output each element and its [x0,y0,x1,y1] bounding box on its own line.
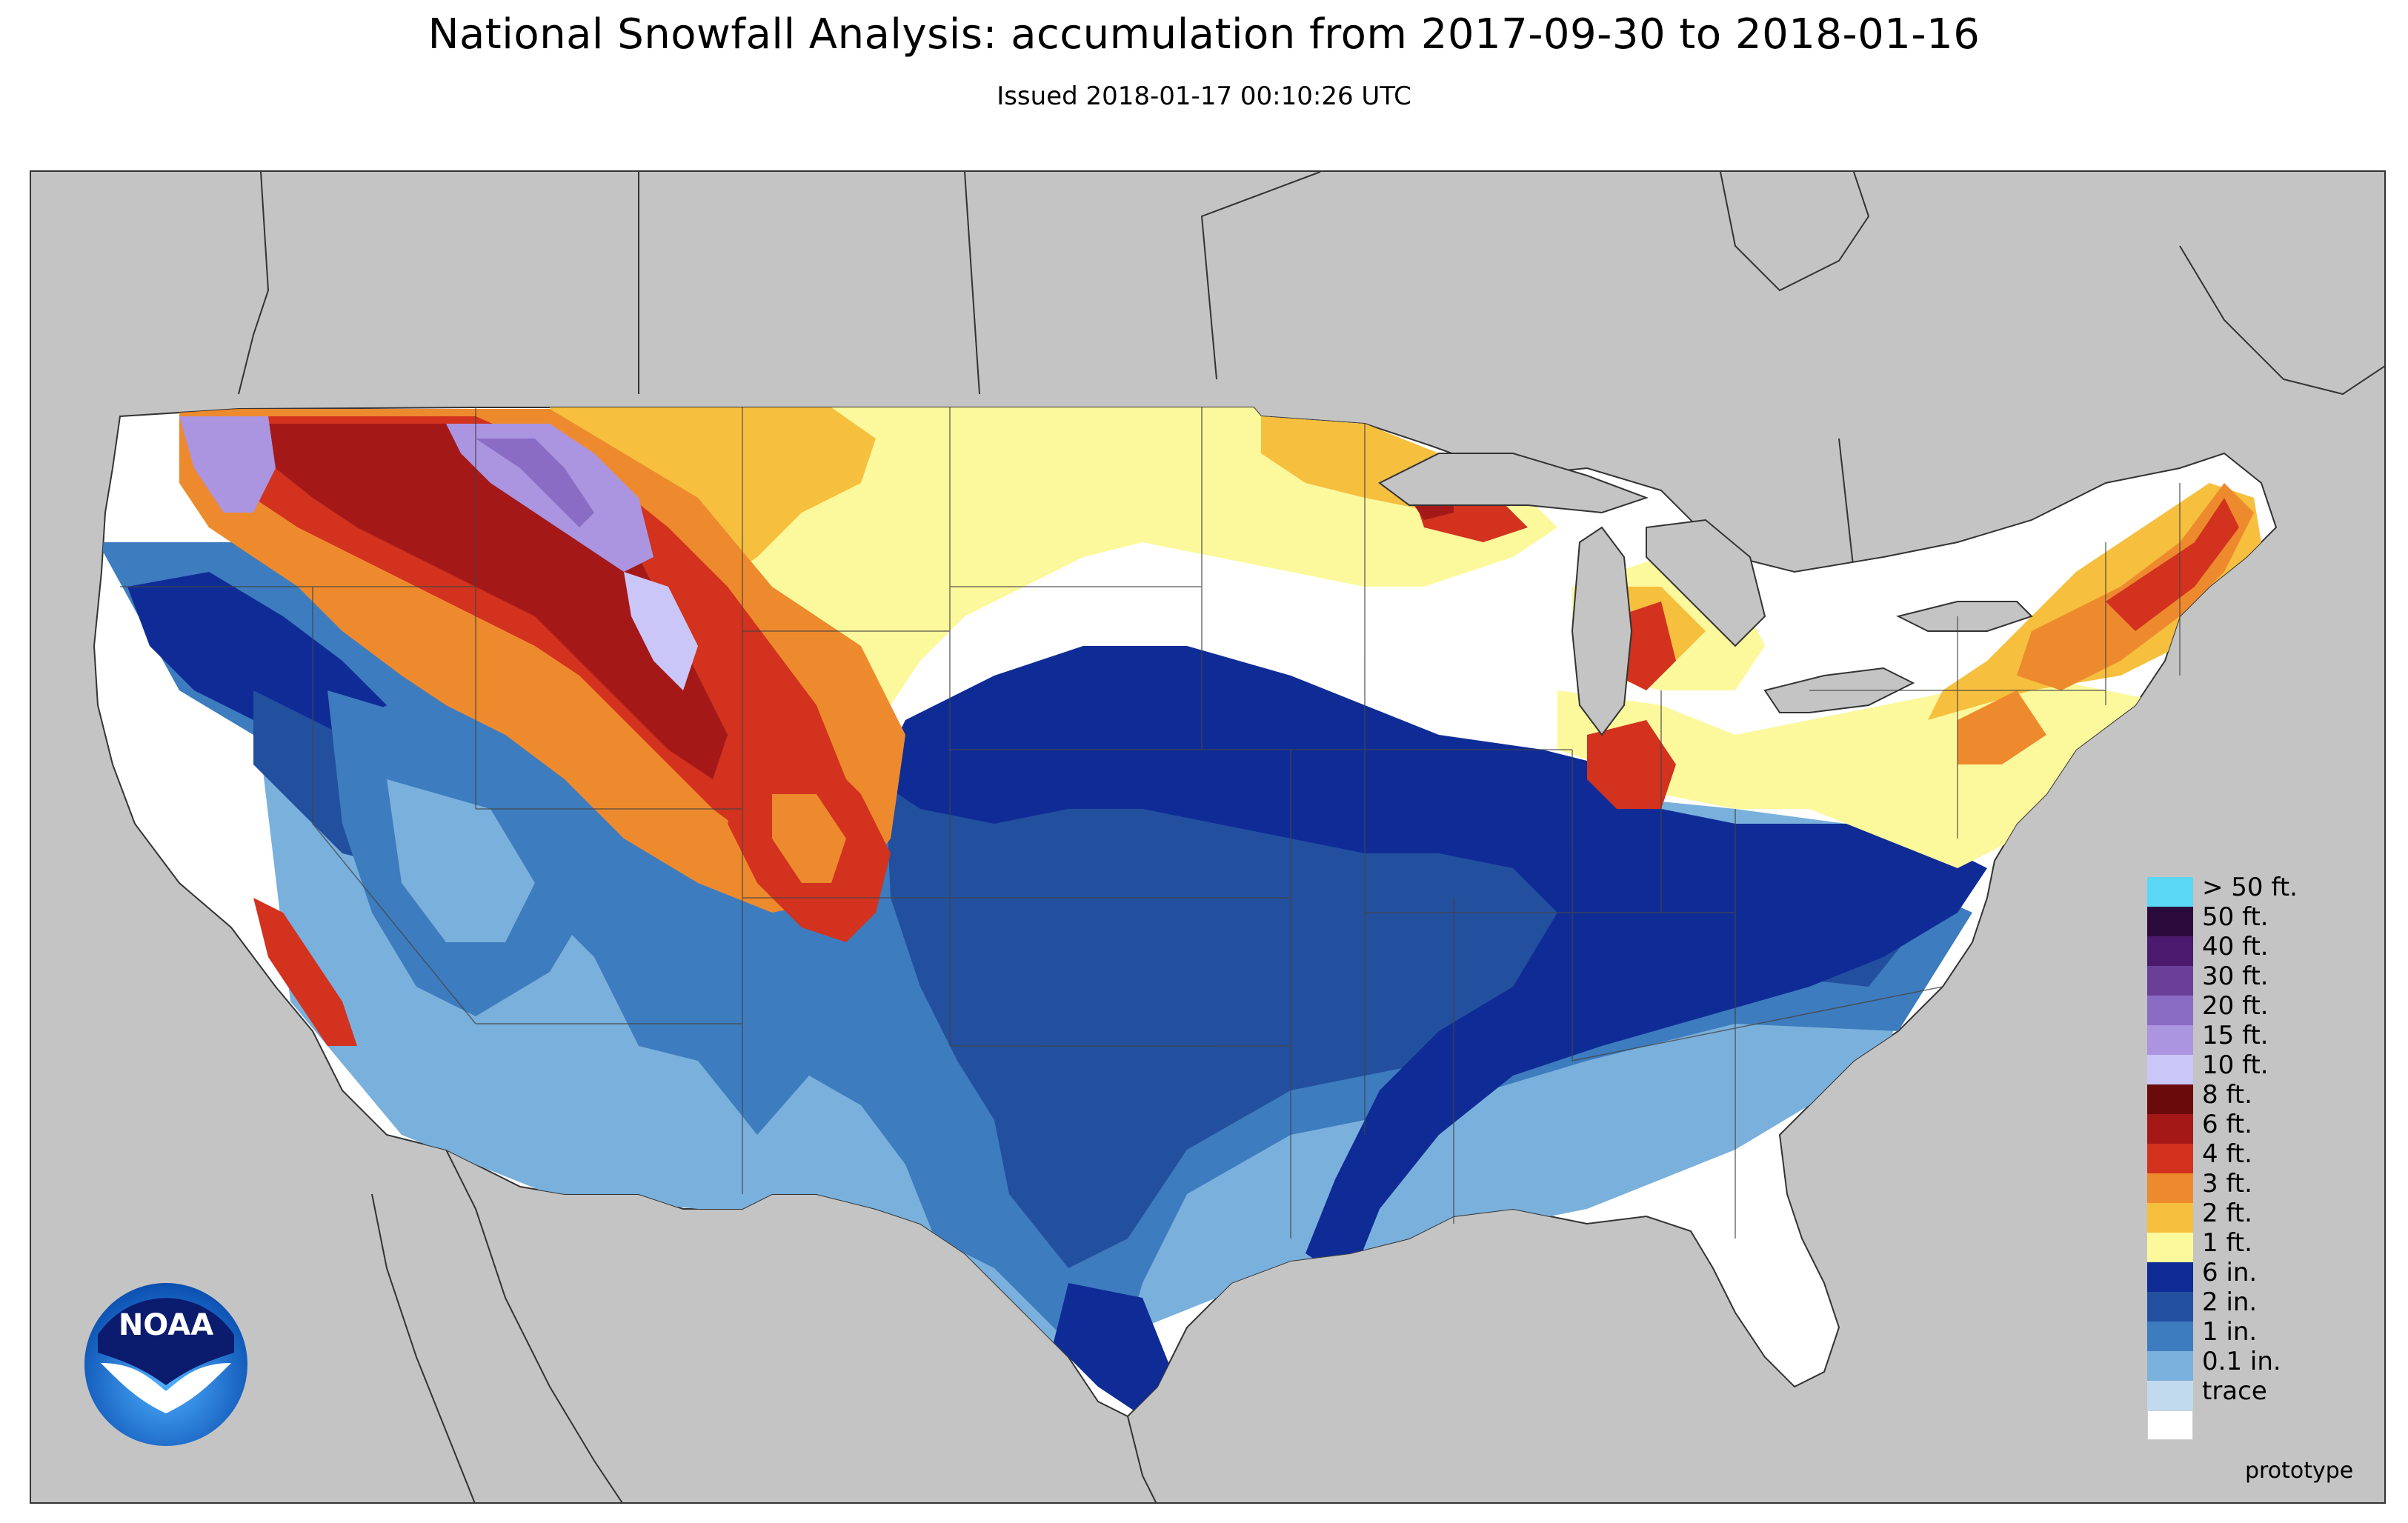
legend-swatch [2147,966,2193,996]
legend-label: 0.1 in. [2202,1347,2281,1376]
legend-label: 6 ft. [2202,1110,2252,1139]
legend-label: 3 ft. [2202,1169,2252,1199]
legend-swatch [2147,1203,2193,1233]
legend-label: 8 ft. [2202,1080,2252,1110]
legend-item: 1 ft. [2147,1228,2408,1262]
legend-swatch [2147,1144,2193,1173]
legend-label: 2 in. [2202,1287,2258,1317]
legend-item: 20 ft. [2147,991,2408,1025]
legend-item: 10 ft. [2147,1050,2408,1084]
legend-swatch [2147,1233,2193,1262]
noaa-logo-text: NOAA [119,1308,213,1342]
legend-label: 1 ft. [2202,1228,2252,1258]
legend-item: 50 ft. [2147,902,2408,936]
legend-label: 4 ft. [2202,1139,2252,1169]
legend-swatch [2147,1410,2193,1440]
page-subtitle: Issued 2018-01-17 00:10:26 UTC [997,81,1411,111]
legend-item: 1 in. [2147,1317,2408,1351]
legend-item: 2 in. [2147,1287,2408,1322]
legend-swatch [2147,1292,2193,1322]
legend-label: 50 ft. [2202,902,2269,932]
legend-label: trace [2202,1376,2267,1406]
legend-item: 15 ft. [2147,1021,2408,1055]
legend-item: 2 ft. [2147,1199,2408,1233]
legend-swatch [2147,1173,2193,1203]
legend-label: 30 ft. [2202,962,2269,991]
legend-swatch [2147,877,2193,907]
legend-item: 40 ft. [2147,932,2408,966]
legend-item: 30 ft. [2147,962,2408,996]
legend-item: 3 ft. [2147,1169,2408,1203]
legend-item: 0.1 in. [2147,1347,2408,1381]
snowfall-map[interactable] [30,170,2386,1504]
legend-swatch [2147,1055,2193,1084]
legend-swatch [2147,1084,2193,1114]
legend-label: 2 ft. [2202,1199,2252,1228]
map-canvas [31,172,2384,1502]
legend-swatch [2147,1322,2193,1351]
legend-swatch [2147,1262,2193,1292]
legend-item: trace [2147,1376,2408,1410]
legend-swatch [2147,996,2193,1025]
prototype-label: prototype [2245,1458,2354,1484]
legend-label: 10 ft. [2202,1050,2269,1080]
legend-item: 4 ft. [2147,1139,2408,1173]
legend-swatch [2147,907,2193,936]
legend-swatch [2147,1025,2193,1055]
page-title: National Snowfall Analysis: accumulation… [428,10,1980,59]
legend-label: 20 ft. [2202,991,2269,1021]
legend-item: > 50 ft. [2147,873,2408,907]
noaa-logo-icon: NOAA [83,1282,249,1447]
legend-item: 8 ft. [2147,1080,2408,1114]
legend-swatch [2147,1114,2193,1144]
legend-label: 40 ft. [2202,932,2269,962]
legend-item: 6 ft. [2147,1110,2408,1144]
legend-label: 15 ft. [2202,1021,2269,1050]
state-borders [120,407,2181,1239]
legend-label: 6 in. [2202,1258,2258,1287]
legend-label: 1 in. [2202,1317,2258,1347]
legend-label: > 50 ft. [2202,873,2298,902]
legend-swatch [2147,936,2193,966]
legend-item-trace-swatch [2147,1410,2408,1440]
great-lakes [1378,453,2033,736]
legend-item: 6 in. [2147,1258,2408,1292]
legend-swatch [2147,1351,2193,1381]
legend-swatch [2147,1381,2193,1410]
